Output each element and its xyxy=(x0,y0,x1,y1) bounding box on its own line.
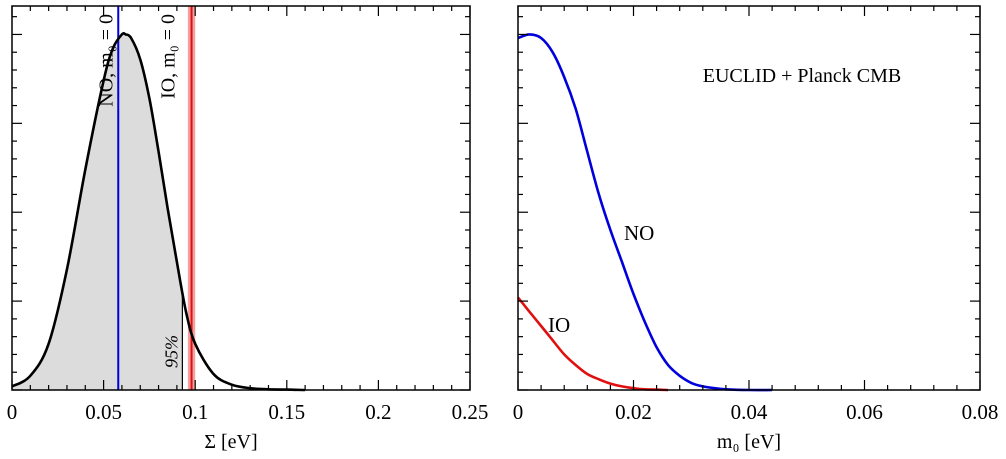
left-axis-ticks xyxy=(11,6,471,391)
right-xtick-label: 0.08 xyxy=(962,400,999,424)
left-tick-labels: 0 0.05 0.1 0.15 0.2 0.25 xyxy=(7,400,489,424)
left-xtick-label: 0.15 xyxy=(268,400,305,424)
right-panel: 0 0.02 0.04 0.06 0.08 m₀ [eV] EUCLID + Planc… xyxy=(513,5,999,453)
right-xtick-label: 0.02 xyxy=(615,400,652,424)
right-tick-labels: 0 0.02 0.04 0.06 0.08 xyxy=(513,400,999,424)
right-plot-frame xyxy=(517,5,981,391)
series-line-io xyxy=(516,296,669,392)
left-panel: 0 0.05 0.1 0.15 0.2 0.25 Σ [eV] NO, m₀ = 0 IO… xyxy=(7,5,489,453)
left-xtick-label: 0.2 xyxy=(365,400,391,424)
left-x-axis-label: Σ [eV] xyxy=(204,431,257,453)
area-fill-95pct xyxy=(12,33,183,391)
vline-label-io: IO, m₀ = 0 xyxy=(158,14,180,99)
right-xtick-label: 0.06 xyxy=(846,400,883,424)
series-label-no: NO xyxy=(624,221,654,245)
series-label-io: IO xyxy=(548,313,570,337)
left-xtick-label: 0.25 xyxy=(452,400,489,424)
left-xtick-label: 0.1 xyxy=(182,400,208,424)
right-xtick-label: 0.04 xyxy=(731,400,768,424)
left-plot-frame xyxy=(11,5,471,391)
left-xtick-label: 0 xyxy=(7,400,18,424)
posterior-curve xyxy=(11,31,306,392)
series-line-no xyxy=(517,33,773,392)
right-xtick-label: 0 xyxy=(513,400,524,424)
vline-label-no: NO, m₀ = 0 xyxy=(95,14,117,107)
right-x-axis-label: m₀ [eV] xyxy=(717,431,781,453)
left-xtick-label: 0.05 xyxy=(85,400,122,424)
right-axis-ticks xyxy=(517,6,981,391)
annotation-95pct: 95% xyxy=(161,335,181,368)
annotation-euclid-planck: EUCLID + Planck CMB xyxy=(703,65,902,87)
